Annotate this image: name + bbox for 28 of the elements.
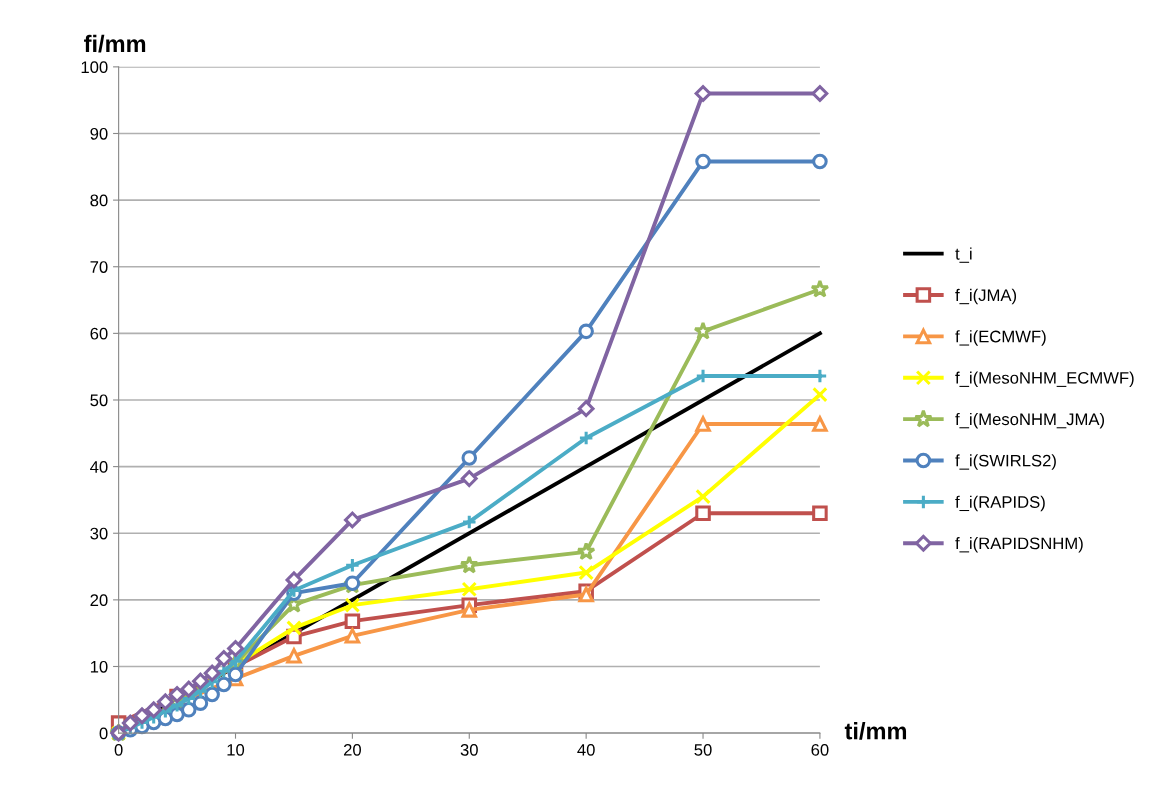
legend-label: f_i(SWIRLS2) — [955, 454, 1056, 470]
legend-label: f_i(RAPIDS) — [955, 495, 1045, 512]
y-tick-label: 10 — [90, 660, 108, 673]
x-tick-label: 20 — [343, 743, 362, 756]
legend-label: f_i(MesoNHM_ECMWF) — [955, 371, 1134, 388]
x-tick-label: 50 — [694, 743, 712, 756]
y-tick-label: 20 — [90, 594, 108, 607]
x-tick-label: 10 — [227, 743, 245, 756]
y-tick-label: 80 — [90, 194, 108, 207]
legend-label: f_i(ECMWF) — [955, 330, 1046, 346]
y-tick-label: 70 — [90, 261, 108, 273]
x-tick-label: 40 — [577, 743, 595, 756]
x-axis-title: ti/mm — [844, 722, 907, 740]
y-tick-label: 90 — [90, 127, 108, 140]
y-tick-label: 30 — [90, 527, 108, 540]
y-tick-label: 40 — [90, 461, 108, 473]
legend-label: f_i(MesoNHM_JMA) — [955, 412, 1105, 429]
y-tick-label: 100 — [81, 61, 108, 74]
legend-label: f_i(JMA) — [955, 288, 1017, 305]
x-tick-label: 60 — [811, 743, 829, 756]
x-tick-label: 30 — [460, 743, 478, 756]
x-tick-label: 0 — [114, 743, 123, 756]
y-tick-label: 50 — [90, 394, 108, 407]
legend-label: t_i — [955, 247, 972, 263]
y-tick-label: 60 — [90, 327, 108, 340]
legend-label: f_i(RAPIDSNHM) — [955, 537, 1083, 553]
y-axis-title: fi/mm — [84, 34, 146, 53]
y-tick-label: 0 — [99, 727, 108, 740]
